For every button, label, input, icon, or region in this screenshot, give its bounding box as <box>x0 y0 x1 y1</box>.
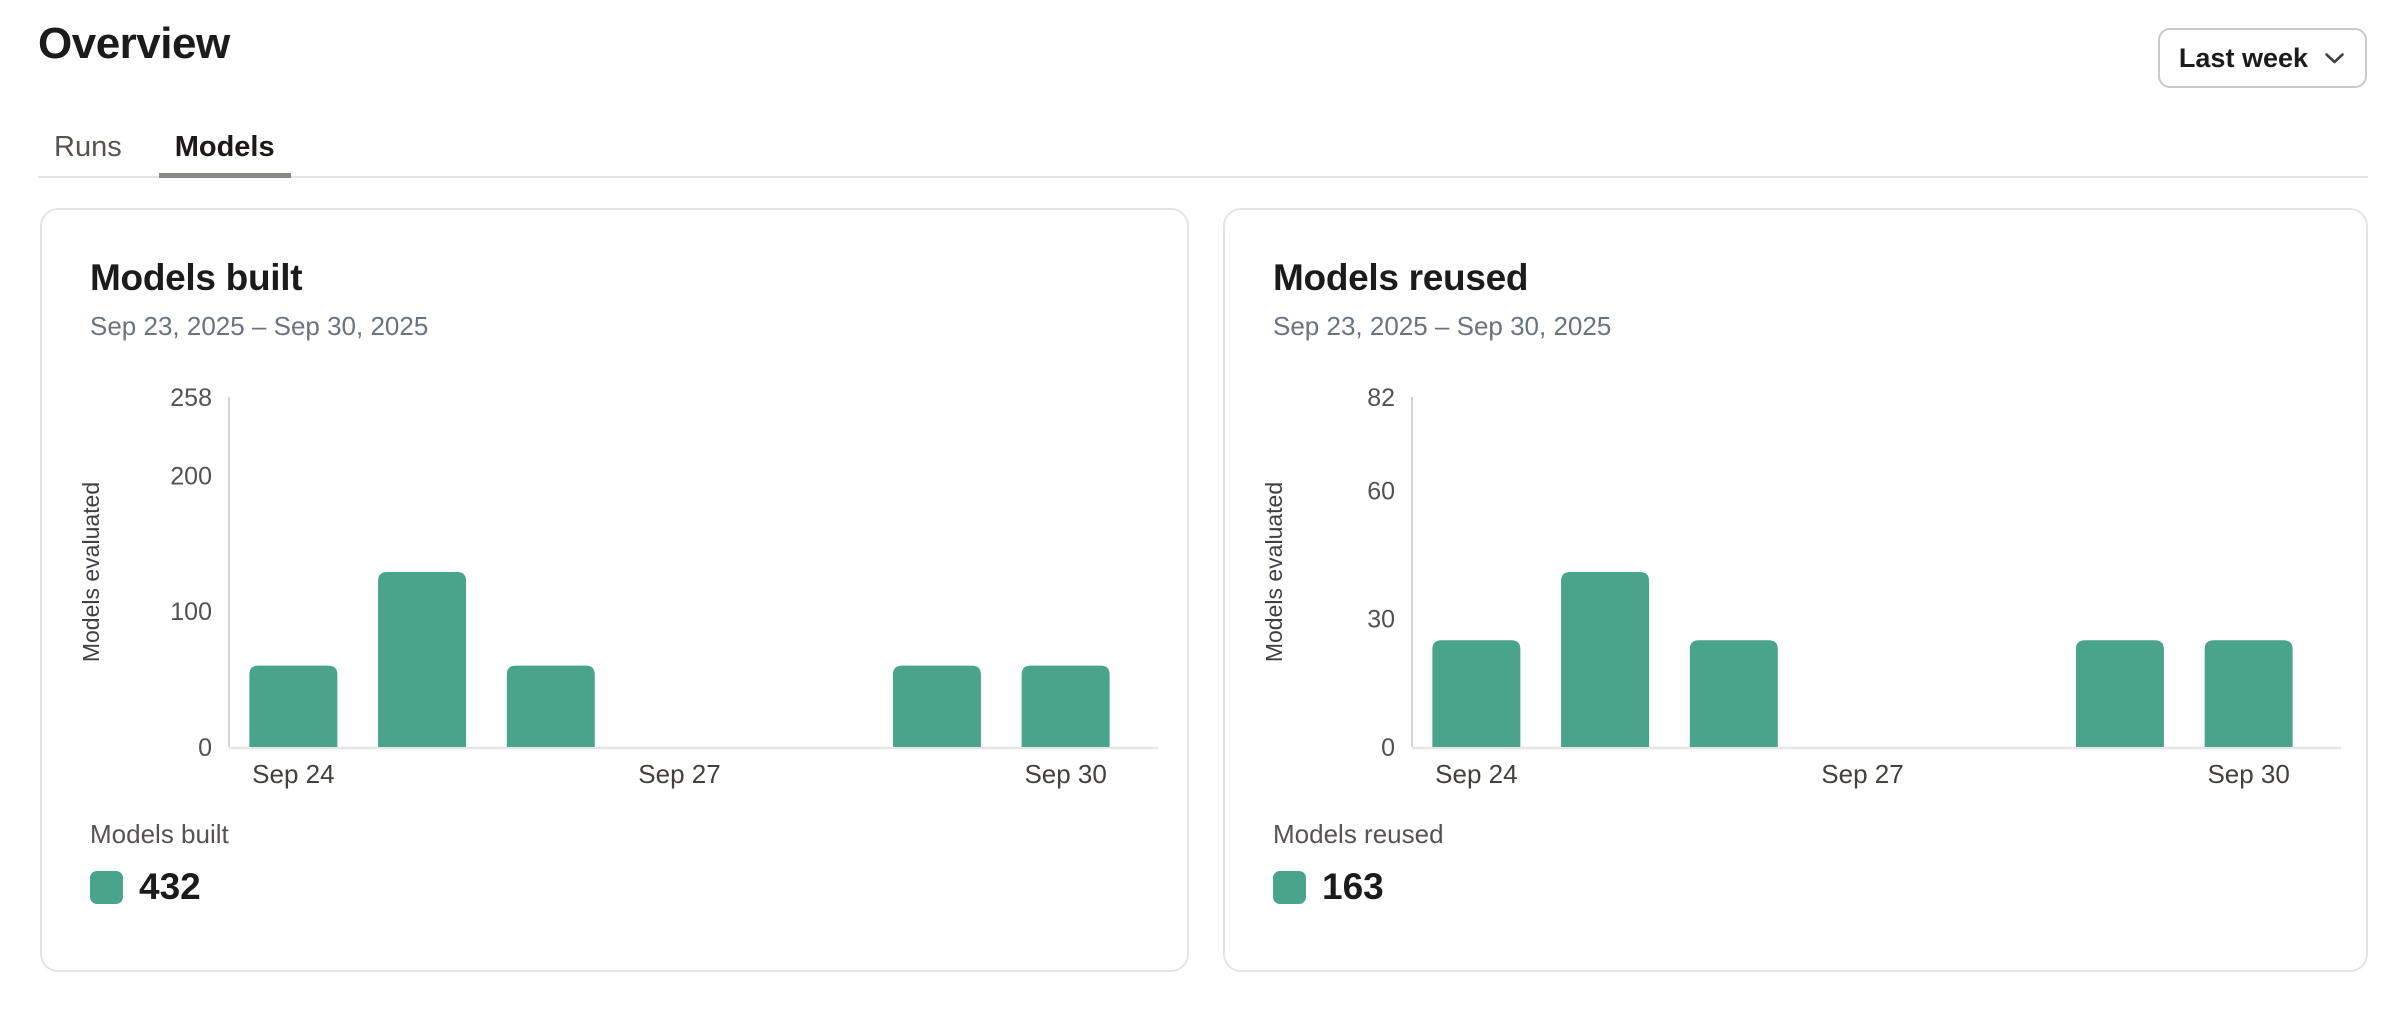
bar-sep-30[interactable] <box>2204 640 2293 747</box>
chevron-down-icon <box>2325 52 2344 63</box>
page-title: Overview <box>38 19 230 68</box>
y-tick-label: 100 <box>170 598 212 626</box>
legend-swatch <box>1273 870 1306 904</box>
models-built-chart: 0 100 200 258 Models evaluated Sep 24 Sep 27 Se… <box>42 375 1187 815</box>
x-tick-label: Sep 30 <box>2207 759 2289 789</box>
card-title-models-reused: Models reused <box>1273 257 1529 298</box>
models-built-legend: Models built 432 <box>90 819 229 906</box>
legend-label: Models reused <box>1273 819 1444 849</box>
bar-sep-29[interactable] <box>2075 640 2164 747</box>
bar-chart-canvas: 0 30 60 82 Models evaluated Sep 24 Sep 27 Sep 3… <box>1261 384 2341 789</box>
bar-sep-30[interactable] <box>1021 665 1110 747</box>
x-tick-label: Sep 27 <box>638 759 720 789</box>
legend-swatch <box>90 870 123 904</box>
bar-sep-25[interactable] <box>378 572 467 747</box>
period-selector[interactable]: Last week <box>2157 28 2367 88</box>
legend-total-value: 163 <box>1322 866 1384 907</box>
y-tick-label: 60 <box>1367 478 1395 506</box>
models-reused-chart: 0 30 60 82 Models evaluated Sep 24 Sep 27 Sep 3… <box>1225 375 2370 815</box>
x-tick-label: Sep 30 <box>1024 759 1106 789</box>
y-axis-label: Models evaluated <box>78 482 104 662</box>
y-tick-label: 0 <box>1381 734 1395 762</box>
legend-label: Models built <box>90 819 229 849</box>
card-title-models-built: Models built <box>90 257 303 298</box>
y-tick-label: 82 <box>1367 384 1395 412</box>
y-tick-label: 258 <box>170 384 212 412</box>
x-tick-label: Sep 27 <box>1821 759 1903 789</box>
bar-chart-canvas: 0 100 200 258 Models evaluated Sep 24 Sep 27 Se… <box>78 384 1158 789</box>
tab-models[interactable]: Models <box>158 126 291 178</box>
y-tick-label: 0 <box>198 734 212 762</box>
x-tick-label: Sep 24 <box>1435 759 1517 789</box>
x-tick-label: Sep 24 <box>252 759 334 789</box>
period-selector-label: Last week <box>2178 42 2308 73</box>
y-tick-label: 200 <box>170 462 212 490</box>
card-date-range: Sep 23, 2025 – Sep 30, 2025 <box>90 311 429 341</box>
y-tick-label: 30 <box>1367 606 1395 634</box>
bar-sep-24[interactable] <box>249 665 338 747</box>
bar-sep-25[interactable] <box>1561 572 1650 747</box>
tab-bar-divider <box>38 176 2368 178</box>
bar-sep-26[interactable] <box>506 665 595 747</box>
models-reused-card: Models reused Sep 23, 2025 – Sep 30, 202… <box>1223 208 2368 972</box>
models-built-card: Models built Sep 23, 2025 – Sep 30, 2025… <box>40 208 1189 972</box>
bar-sep-29[interactable] <box>892 665 981 747</box>
bar-sep-24[interactable] <box>1432 640 1521 747</box>
bar-sep-26[interactable] <box>1689 640 1778 747</box>
y-axis-label: Models evaluated <box>1261 482 1287 662</box>
tab-bar: Runs Models <box>38 126 291 178</box>
legend-total-value: 432 <box>139 866 201 907</box>
tab-runs[interactable]: Runs <box>54 131 122 163</box>
models-reused-legend: Models reused 163 <box>1273 819 1444 906</box>
card-date-range: Sep 23, 2025 – Sep 30, 2025 <box>1273 311 1612 341</box>
